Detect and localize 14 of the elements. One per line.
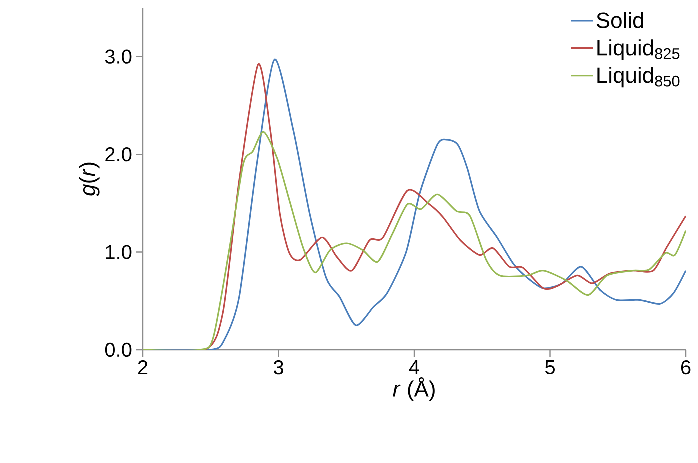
x-tick-label: 6 [681,360,691,375]
y-axis-title: g(r) [79,162,100,196]
legend-label: Solid [596,12,644,28]
y-tick-label: 0.0 [105,342,132,358]
x-tick-label: 5 [545,360,555,374]
y-tick-label: 3.0 [105,50,132,64]
y-tick-label: 2.0 [106,147,132,162]
legend-label: Liquid$_{850}$ [598,67,680,88]
x-tick-label: 2 [138,360,148,374]
x-tick-label: 3 [274,360,284,375]
y-tick-label: 1.0 [106,245,132,260]
x-axis-title: r (Å) [393,378,435,402]
x-tick-label: 4 [409,360,420,374]
legend-label: Liquid$_{825}$ [598,40,680,60]
